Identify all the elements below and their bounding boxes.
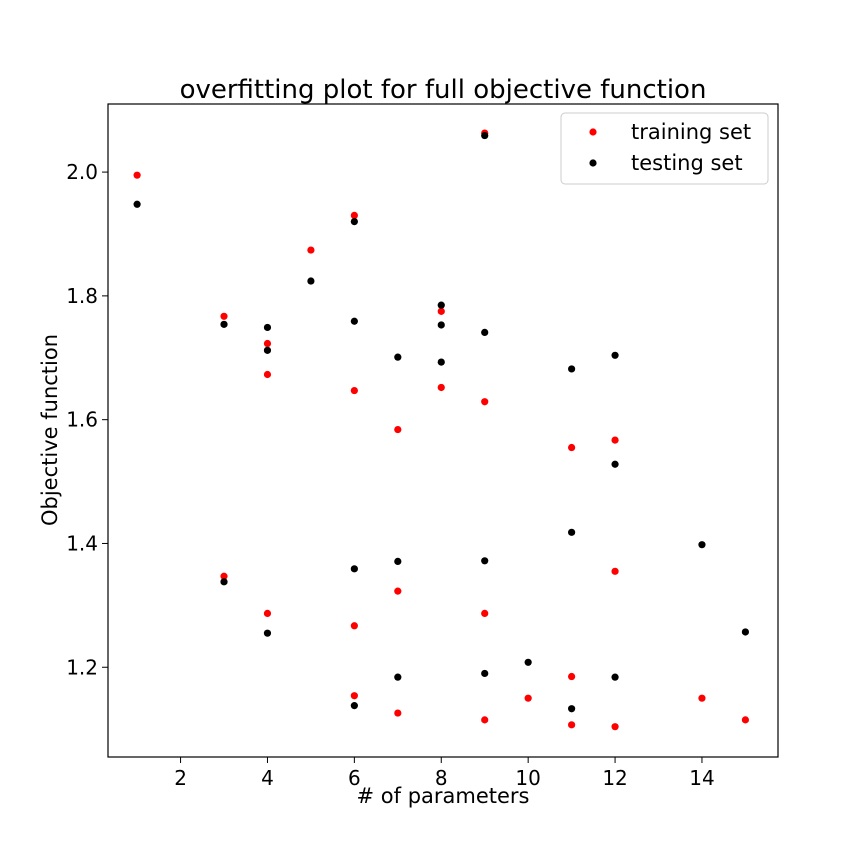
point-testing-set xyxy=(263,346,272,354)
point-testing-set xyxy=(133,200,141,208)
point-training-set xyxy=(437,307,445,315)
legend-label-testing-set: testing set xyxy=(631,151,743,175)
point-testing-set xyxy=(220,320,228,328)
point-training-set xyxy=(350,622,358,630)
y-axis-label: Objective function xyxy=(38,334,62,526)
legend-marker-training-set xyxy=(589,128,597,136)
legend-marker-testing-set xyxy=(589,159,597,167)
point-training-set xyxy=(263,370,272,379)
y-tick-label: 1.6 xyxy=(66,408,98,432)
point-training-set xyxy=(394,709,402,717)
point-training-set xyxy=(307,246,315,254)
point-testing-set xyxy=(220,578,228,586)
point-training-set xyxy=(437,383,445,392)
point-testing-set xyxy=(437,321,445,329)
point-testing-set xyxy=(350,218,358,226)
point-testing-set xyxy=(568,528,576,536)
point-training-set xyxy=(350,211,358,220)
x-axis: 2 4 6 8 10 12 14 xyxy=(174,757,715,790)
x-tick-label: 6 xyxy=(348,766,361,790)
x-tick-label: 14 xyxy=(689,766,714,790)
point-training-set xyxy=(524,694,532,702)
point-testing-set xyxy=(394,673,402,681)
y-tick-label: 1.8 xyxy=(66,284,98,308)
point-testing-set xyxy=(481,557,489,565)
plot-area xyxy=(107,103,779,758)
point-training-set xyxy=(481,716,489,724)
point-training-set xyxy=(263,609,272,618)
legend-box xyxy=(560,112,769,185)
point-testing-set xyxy=(481,131,489,140)
point-testing-set xyxy=(263,323,272,332)
point-testing-set xyxy=(481,328,489,336)
point-testing-set xyxy=(568,705,576,713)
point-training-set xyxy=(481,398,489,406)
point-training-set xyxy=(611,723,619,731)
data-points xyxy=(133,129,750,731)
x-tick-label: 12 xyxy=(602,766,627,790)
point-testing-set xyxy=(437,301,445,309)
point-training-set xyxy=(350,692,358,700)
point-training-set xyxy=(568,672,576,681)
y-tick-label: 1.2 xyxy=(66,655,98,679)
point-testing-set xyxy=(524,658,532,666)
x-tick-label: 4 xyxy=(261,766,274,790)
point-training-set xyxy=(481,609,489,618)
y-tick-label: 2.0 xyxy=(66,160,98,184)
point-testing-set xyxy=(263,629,272,637)
point-testing-set xyxy=(437,358,445,366)
y-axis: 1.2 1.4 1.6 1.8 2.0 xyxy=(66,160,108,679)
point-training-set xyxy=(350,386,358,395)
x-tick-label: 2 xyxy=(174,766,187,790)
point-training-set xyxy=(220,572,228,580)
legend-label-training-set: training set xyxy=(631,120,751,144)
x-tick-label: 8 xyxy=(435,766,448,790)
point-testing-set xyxy=(698,541,706,549)
point-training-set xyxy=(611,567,619,575)
x-tick-label: 10 xyxy=(515,766,540,790)
point-testing-set xyxy=(611,673,619,681)
point-testing-set xyxy=(394,353,402,361)
point-training-set xyxy=(394,425,402,434)
chart-title: overfitting plot for full objective func… xyxy=(180,75,707,105)
point-training-set xyxy=(568,721,576,729)
legend: training set testing set xyxy=(560,112,769,185)
point-testing-set xyxy=(741,628,750,636)
point-testing-set xyxy=(350,317,358,325)
x-axis-label: # of parameters xyxy=(357,784,530,808)
point-testing-set xyxy=(611,351,619,359)
point-training-set xyxy=(133,171,141,179)
point-testing-set xyxy=(611,460,619,468)
point-training-set xyxy=(741,716,750,724)
point-testing-set xyxy=(350,702,358,710)
point-testing-set xyxy=(481,669,489,678)
point-testing-set xyxy=(307,277,315,285)
point-training-set xyxy=(568,443,576,452)
y-tick-label: 1.4 xyxy=(66,531,98,555)
point-training-set xyxy=(263,339,272,348)
point-training-set xyxy=(220,312,228,320)
point-training-set xyxy=(394,587,402,595)
point-testing-set xyxy=(394,557,402,566)
point-training-set xyxy=(698,694,706,702)
point-training-set xyxy=(611,436,619,444)
point-testing-set xyxy=(568,365,576,373)
point-testing-set xyxy=(350,565,358,573)
